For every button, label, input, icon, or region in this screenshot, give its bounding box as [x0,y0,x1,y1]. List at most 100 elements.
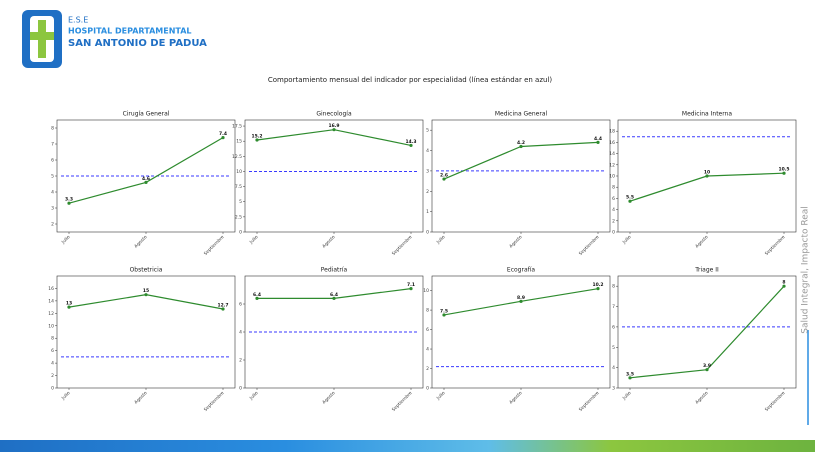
y-tick-label: 2 [51,222,54,228]
chart: Cirugía General 2 3 4 5 6 7 8 Julio Agosto Septiem… [51,111,236,257]
value-label: 14.3 [405,139,416,145]
value-label: 15 [143,288,149,294]
y-tick-label: 14 [48,298,54,304]
chart-title: Pediatría [321,267,348,274]
value-label: 5.5 [626,195,634,201]
point [628,199,632,203]
point [782,284,786,288]
y-tick-label: 2 [612,218,615,224]
y-tick-label: 16 [609,140,615,146]
y-tick-label: 8 [426,308,429,314]
y-tick-label: 0 [239,386,242,392]
y-tick-label: 4 [426,347,429,353]
y-tick-label: 6 [426,327,429,333]
y-tick-label: 4 [612,365,615,371]
x-tick-label: Septiembre [764,234,787,257]
logo-line1: HOSPITAL DEPARTAMENTAL [68,27,192,36]
x-tick-label: Septiembre [764,390,787,413]
point [67,201,71,205]
value-label: 6.4 [330,292,338,298]
y-tick-label: 6 [612,196,615,202]
chart-title: Medicina General [495,111,548,118]
value-label: 8.9 [517,295,525,301]
chart-title: Ginecología [316,111,352,118]
y-tick-label: 3 [612,386,615,392]
y-tick-label: 5 [426,128,429,134]
point [409,143,413,148]
x-tick-label: Julio [435,390,447,402]
x-tick-label: Agosto [133,390,148,405]
y-tick-label: 10 [236,169,242,175]
x-tick-label: Agosto [321,390,336,405]
point [144,293,148,297]
x-tick-label: Septiembre [391,390,414,413]
point [144,180,148,184]
value-label: 4.2 [517,140,525,146]
side-slogan: Salud Integral, Impacto Real [801,206,811,333]
value-label: 12.7 [217,302,228,308]
y-tick-label: 6 [239,302,242,308]
x-tick-label: Julio [60,234,72,246]
y-tick-label: 8 [51,336,54,342]
plot-frame [431,119,611,233]
x-tick-label: Septiembre [391,234,414,257]
logo-line2: SAN ANTONIO DE PADUA [68,38,207,49]
chart-title: Obstetricia [130,267,163,274]
y-tick-label: 7 [612,304,615,310]
y-tick-label: 4 [51,190,54,196]
y-tick-label: 4 [51,361,54,367]
y-tick-label: 7 [51,142,54,148]
value-label: 8 [782,280,785,286]
value-label: 15.2 [251,133,262,139]
point [628,376,632,380]
value-label: 10.5 [778,167,789,173]
chart: Ginecología 0 2.5 5 7.5 10 12.5 15 17.5 Julio Agos… [232,111,424,257]
value-label: 10.2 [592,282,603,288]
y-tick-label: 2.5 [235,214,242,220]
x-tick-label: Julio [60,390,72,402]
x-tick-label: Julio [435,234,447,246]
value-label: 3.5 [626,371,634,377]
point [442,177,446,181]
chart-title: Cirugía General [123,111,170,118]
value-label: 7.4 [219,131,227,137]
y-tick-label: 7.5 [235,184,242,190]
plot-frame [431,275,611,389]
x-tick-label: Agosto [321,234,336,249]
point [442,313,446,317]
point [221,307,225,311]
y-tick-label: 10 [423,288,429,294]
x-tick-label: Julio [621,234,633,246]
value-label: 6.4 [253,292,261,298]
chart: Triage II 3 4 5 6 7 8 Julio Agosto Septiembre 3.5 3… [612,267,797,413]
chart-title: Medicina Interna [682,111,732,118]
x-tick-label: Agosto [508,234,523,249]
y-tick-label: 12 [48,311,54,317]
y-tick-label: 0 [612,230,615,236]
point [255,296,259,300]
point [705,368,709,372]
y-tick-label: 12 [609,162,615,168]
plot-frame [617,275,797,389]
y-tick-label: 2 [239,358,242,364]
y-tick-label: 0 [426,386,429,392]
y-tick-label: 3 [51,206,54,212]
y-tick-label: 0 [426,230,429,236]
point [221,136,225,140]
value-label: 4.6 [142,176,150,182]
y-tick-label: 15 [236,139,242,145]
y-tick-label: 2 [426,189,429,195]
x-tick-label: Julio [248,234,260,246]
y-tick-label: 10 [609,174,615,180]
chart-title: Triage II [694,267,719,274]
y-tick-label: 3 [426,168,429,174]
y-tick-label: 4 [612,207,615,213]
y-tick-label: 6 [612,324,615,330]
x-tick-label: Septiembre [203,234,226,257]
point [705,174,709,178]
value-label: 3.9 [703,363,711,369]
y-tick-label: 14 [609,151,615,157]
footer-bar [0,440,815,452]
point [332,128,336,132]
